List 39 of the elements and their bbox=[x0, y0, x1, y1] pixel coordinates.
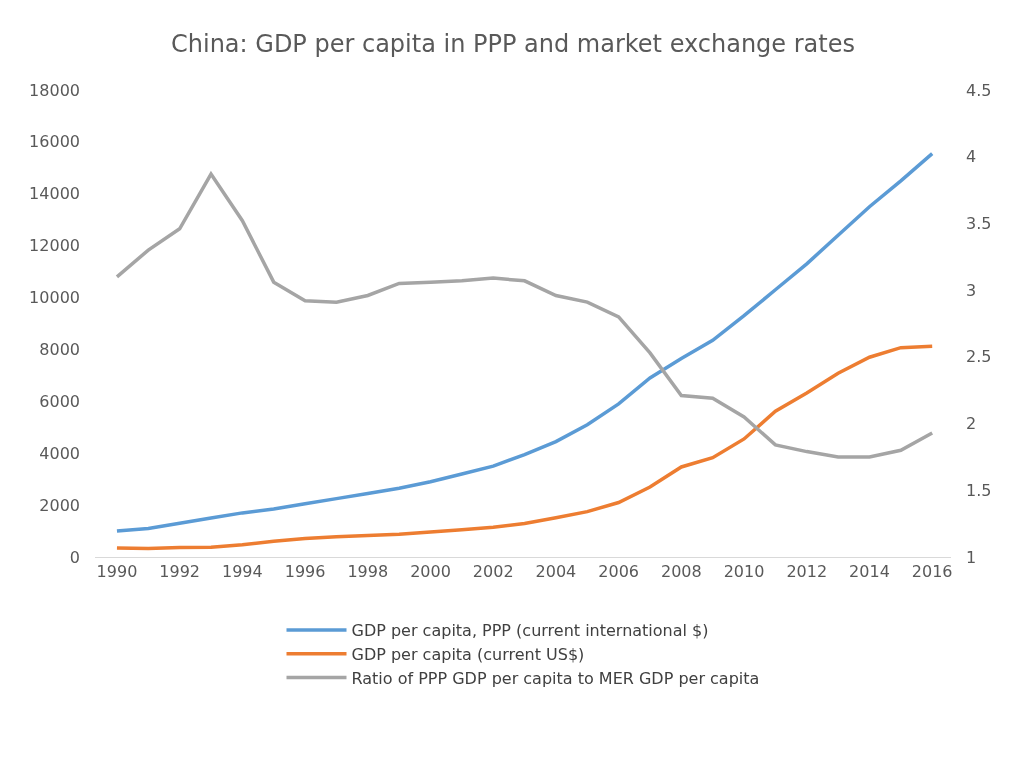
y2-tick-label: 1 bbox=[966, 547, 977, 567]
x-tick-label: 2014 bbox=[849, 562, 890, 582]
x-tick-label: 2004 bbox=[535, 562, 577, 582]
x-tick-label: 2010 bbox=[723, 562, 765, 582]
y-tick-label: 2000 bbox=[39, 495, 80, 515]
x-tick-label: 1992 bbox=[159, 562, 201, 582]
y-tick-label: 6000 bbox=[39, 391, 80, 411]
y-tick-label: 14000 bbox=[29, 184, 80, 204]
y2-tick-label: 3 bbox=[966, 280, 977, 300]
y2-tick-label: 4 bbox=[966, 147, 977, 167]
x-tick-label: 2016 bbox=[911, 562, 953, 582]
x-tick-label: 2008 bbox=[660, 562, 702, 582]
line-series bbox=[115, 172, 934, 459]
y2-tick-label: 1.5 bbox=[966, 480, 992, 500]
y2-tick-label: 2 bbox=[966, 414, 977, 434]
line-series bbox=[115, 344, 934, 551]
y-tick-label: 16000 bbox=[29, 132, 80, 152]
y-tick-label: 4000 bbox=[39, 443, 80, 463]
y2-tick-label: 3.5 bbox=[966, 214, 992, 234]
y-tick-label: 12000 bbox=[29, 236, 80, 256]
x-tick-label: 2006 bbox=[598, 562, 639, 582]
y-tick-label: 18000 bbox=[29, 80, 80, 100]
x-tick-label: 1994 bbox=[222, 562, 263, 582]
y2-tick-label: 4.5 bbox=[966, 80, 992, 100]
chart-title: China: GDP per capita in PPP and market exchange rates bbox=[171, 29, 855, 58]
x-tick-label: 2012 bbox=[786, 562, 828, 582]
x-tick-label: 1998 bbox=[347, 562, 389, 582]
x-tick-label: 1990 bbox=[96, 562, 138, 582]
y2-tick-label: 2.5 bbox=[966, 347, 992, 367]
y-tick-label: 8000 bbox=[39, 340, 80, 360]
legend-label: GDP per capita (current US$) bbox=[351, 644, 585, 664]
x-tick-label: 2002 bbox=[472, 562, 514, 582]
x-tick-label: 2000 bbox=[410, 562, 451, 582]
legend-label: GDP per capita, PPP (current international $) bbox=[351, 621, 709, 641]
y-tick-label: 0 bbox=[69, 547, 80, 567]
x-tick-label: 1996 bbox=[284, 562, 326, 582]
legend-label: Ratio of PPP GDP per capita to MER GDP per capita bbox=[351, 668, 760, 688]
line-series bbox=[115, 151, 934, 533]
y-tick-label: 10000 bbox=[29, 288, 80, 308]
